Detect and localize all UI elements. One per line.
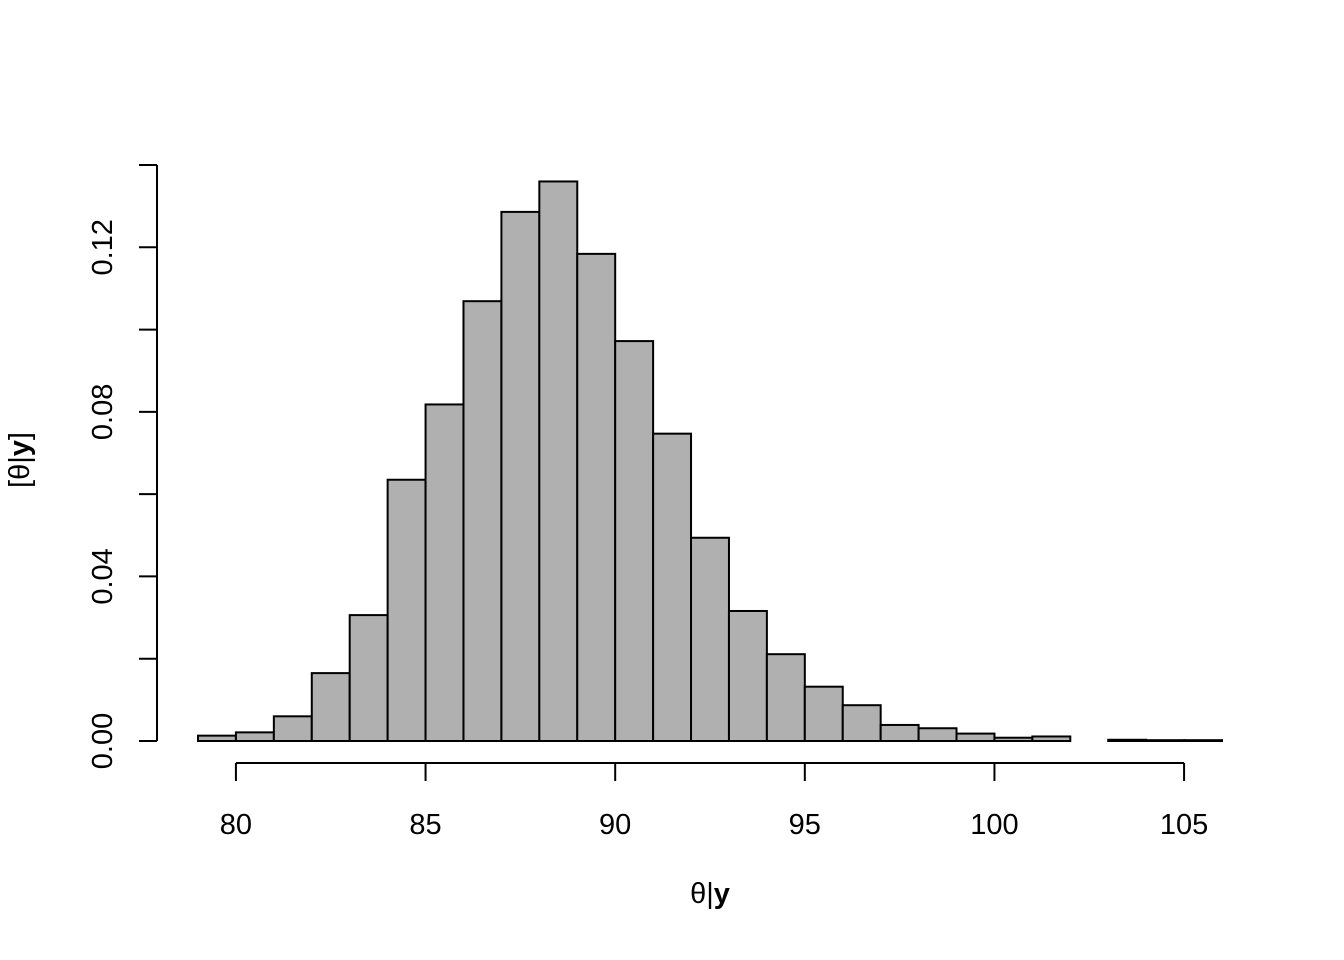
- histogram-bar: [197, 734, 237, 742]
- histogram-bar: [538, 180, 579, 742]
- histogram-bar: [955, 732, 996, 743]
- histogram-bar: [310, 672, 351, 742]
- x-tick-label: 95: [789, 809, 821, 841]
- x-tick-label: 85: [409, 809, 441, 841]
- histogram-bar: [765, 653, 806, 743]
- x-tick-label: 105: [1160, 809, 1208, 841]
- histogram-bar: [879, 723, 920, 742]
- y-tick-label: 0.04: [87, 548, 119, 604]
- histogram-bar: [1145, 739, 1186, 742]
- histogram-bar: [1107, 738, 1148, 742]
- histogram-bar: [917, 727, 958, 743]
- x-tick-label: 100: [970, 809, 1018, 841]
- histogram-bar: [652, 432, 693, 742]
- histogram-bar: [614, 340, 655, 742]
- y-tick-label: 0.08: [87, 384, 119, 440]
- histogram-bar: [727, 609, 768, 743]
- x-axis-title: θ|y: [690, 878, 730, 910]
- histogram-bar: [1183, 739, 1224, 742]
- x-axis: 80 85 90 95 100 105: [220, 762, 1208, 841]
- histogram-bar: [386, 478, 427, 742]
- histogram-bar: [500, 210, 541, 743]
- histogram-bar: [348, 614, 389, 742]
- y-axis: 0.00 0.04 0.08 0.12: [87, 164, 158, 769]
- histogram-bar: [803, 685, 844, 742]
- histogram-bar: [234, 731, 275, 742]
- histogram-bar: [576, 252, 617, 743]
- bars-group: [197, 180, 1224, 743]
- histogram-bar: [841, 704, 882, 742]
- y-axis-title: [θ|y]: [4, 432, 36, 488]
- y-tick-label: 0.12: [87, 219, 119, 275]
- x-tick-label: 80: [220, 809, 252, 841]
- histogram-bar: [424, 403, 465, 742]
- histogram-bar: [1031, 735, 1072, 743]
- histogram-bar: [690, 536, 730, 742]
- histogram-bar: [272, 715, 313, 742]
- y-tick-label: 0.00: [87, 713, 119, 769]
- histogram-bar: [993, 736, 1034, 742]
- histogram-bar: [462, 300, 503, 742]
- x-tick-label: 90: [599, 809, 631, 841]
